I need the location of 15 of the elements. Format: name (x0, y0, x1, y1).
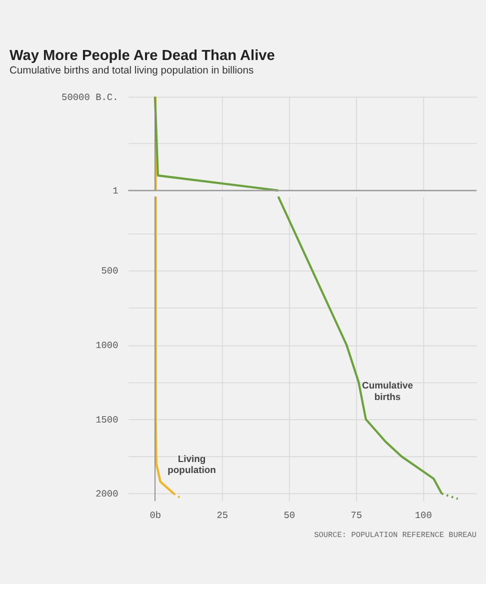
x-tick-label: 25 (216, 510, 228, 521)
chart-title: Way More People Are Dead Than Alive (9, 48, 275, 64)
y-tick-label: 2000 (96, 488, 119, 500)
y-tick-label: 500 (101, 266, 119, 277)
x-tick-label: 100 (414, 510, 432, 521)
series-label: Living population (168, 454, 216, 476)
x-tick-label: 75 (350, 510, 362, 521)
y-tick-label: 1500 (96, 414, 119, 426)
y-tick-label: 50000 B.C. (62, 92, 118, 103)
series-label: Cumulative births (362, 380, 413, 403)
x-tick-label: 0b (150, 510, 162, 521)
y-tick-label: 1000 (96, 340, 119, 351)
chart-subtitle: Cumulative births and total living population in billions (9, 66, 254, 77)
y-tick-label: 1 (112, 186, 119, 197)
x-tick-label: 50 (284, 510, 296, 521)
